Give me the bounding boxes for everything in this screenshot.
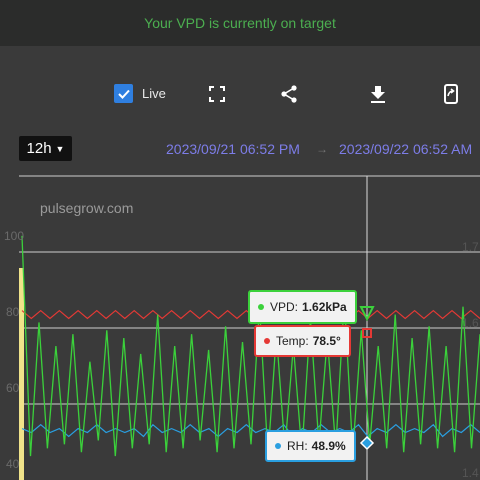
checkmark-icon bbox=[117, 89, 130, 99]
temp-tooltip: Temp: 78.5° bbox=[254, 325, 351, 357]
vpd-status-message: Your VPD is currently on target bbox=[144, 15, 336, 31]
temp-tooltip-value: 78.5° bbox=[312, 334, 341, 348]
watermark: pulsegrow.com bbox=[40, 200, 134, 216]
sensor-chart[interactable] bbox=[0, 170, 480, 480]
vpd-tooltip: VPD: 1.62kPa bbox=[248, 290, 357, 324]
series-layer bbox=[21, 235, 480, 457]
y-right-tick-1: 1.7 bbox=[462, 240, 479, 254]
fullscreen-icon[interactable] bbox=[207, 84, 227, 104]
live-checkbox[interactable] bbox=[114, 84, 133, 103]
y-right-tick-3: 1.4 bbox=[462, 466, 479, 480]
y-tick-80: 80 bbox=[6, 305, 20, 319]
vpd-marker-icon bbox=[359, 306, 375, 322]
y-tick-100: 100 bbox=[4, 229, 25, 243]
date-range-start[interactable]: 2023/09/21 06:52 PM bbox=[166, 141, 300, 157]
temp-tooltip-label: Temp: bbox=[276, 334, 309, 348]
temp-dot-icon bbox=[264, 338, 270, 344]
time-range-dropdown[interactable]: 12h ▼ bbox=[19, 136, 72, 161]
date-range-end[interactable]: 2023/09/22 06:52 AM bbox=[339, 141, 473, 157]
arrow-right-icon: → bbox=[316, 142, 328, 156]
download-icon[interactable] bbox=[368, 84, 388, 104]
temp-marker-icon bbox=[362, 328, 372, 338]
caret-down-icon: ▼ bbox=[55, 143, 65, 154]
y-tick-40: 40 bbox=[6, 457, 20, 471]
share-icon[interactable] bbox=[279, 84, 299, 104]
y-right-tick-2: 1.6 bbox=[462, 316, 479, 330]
y-tick-60: 60 bbox=[6, 381, 20, 395]
vpd-dot-icon bbox=[258, 304, 264, 310]
status-banner: Your VPD is currently on target bbox=[0, 0, 480, 46]
rh-marker-icon bbox=[359, 435, 375, 451]
vpd-series-line bbox=[21, 235, 480, 457]
time-range-value: 12h bbox=[26, 140, 52, 157]
rh-tooltip-value: 48.9% bbox=[311, 439, 346, 453]
rh-dot-icon bbox=[275, 443, 281, 449]
live-label: Live bbox=[142, 86, 166, 101]
vpd-tooltip-label: VPD: bbox=[270, 300, 299, 314]
chart-toolbar: Live bbox=[0, 78, 480, 110]
mobile-export-icon[interactable] bbox=[441, 84, 461, 104]
rh-tooltip: RH: 48.9% bbox=[265, 430, 356, 462]
rh-series-line bbox=[21, 423, 480, 438]
highlight-band bbox=[19, 268, 24, 480]
vpd-tooltip-value: 1.62kPa bbox=[302, 300, 347, 314]
rh-tooltip-label: RH: bbox=[287, 439, 308, 453]
